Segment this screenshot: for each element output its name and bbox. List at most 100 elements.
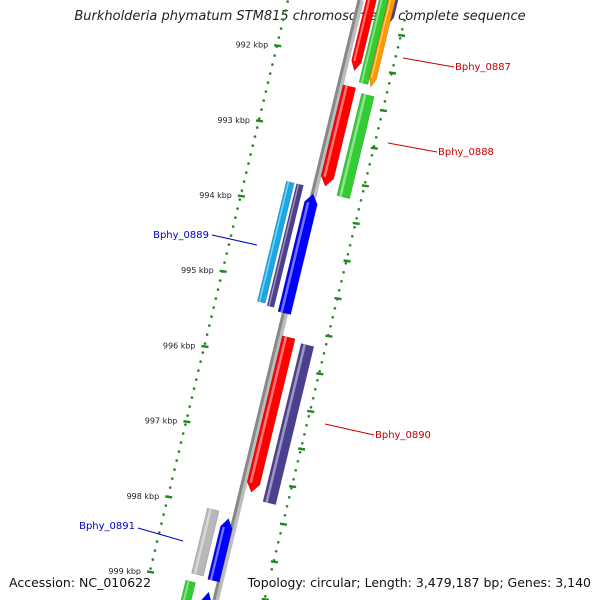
ruler-dot <box>294 469 298 472</box>
gene-label-bphy_0888[interactable]: Bphy_0888 <box>387 142 494 158</box>
gene-bar-navy[interactable] <box>266 183 304 308</box>
ruler-dot <box>370 154 374 157</box>
gene-label-text[interactable]: Bphy_0887 <box>455 62 511 73</box>
gene-bar-green[interactable] <box>180 579 196 600</box>
gene-label-bphy_0891[interactable]: Bphy_0891 <box>79 521 184 542</box>
gene-label-text[interactable]: Bphy_0889 <box>153 230 209 241</box>
ruler-dot <box>348 244 352 247</box>
gene-bar-orange[interactable] <box>369 0 396 89</box>
ruler-dot <box>331 316 335 319</box>
gene-bar-gray[interactable] <box>191 507 220 577</box>
ruler-minor-tick <box>370 146 378 150</box>
ruler-minor-tick <box>388 71 397 75</box>
ruler-tick-label: 992 kbp <box>236 41 269 50</box>
ruler-minor-tick <box>343 259 351 263</box>
gene-label-text[interactable]: Bphy_0890 <box>375 430 431 441</box>
ruler-dot <box>271 63 274 66</box>
ruler-dot <box>216 288 220 291</box>
ruler-dot <box>229 234 233 237</box>
gene-labels[interactable]: Bphy_0887 Bphy_0888 Bphy_0889 Bphy_0890 Bphy… <box>79 57 511 542</box>
gene-bar-red[interactable] <box>246 335 296 493</box>
ruler-dot <box>274 550 278 553</box>
leader-line <box>387 142 438 153</box>
ruler-dot <box>364 181 367 184</box>
ruler-dot <box>287 496 291 499</box>
gene-bar-blue[interactable] <box>207 518 233 583</box>
ruler-dot <box>273 54 276 57</box>
ruler-dot <box>366 172 369 175</box>
ruler-dot <box>153 549 157 552</box>
gene-bar-blue[interactable] <box>200 591 212 600</box>
ruler-dot <box>394 55 398 58</box>
leader-line <box>137 527 184 542</box>
ruler-dot <box>175 459 178 462</box>
ruler-dot <box>214 297 218 300</box>
gene-bar-red[interactable] <box>351 0 378 72</box>
ruler-dot <box>303 433 306 436</box>
ruler-dot <box>184 423 187 426</box>
ruler-ticks: 992 kbp 993 kbp 994 kbp 995 kbp 996 kbp 997 k… <box>108 33 406 600</box>
ruler-dot <box>292 478 295 481</box>
ruler-dot <box>158 531 161 534</box>
ruler-dot <box>160 522 163 525</box>
gene-bar-cyan[interactable] <box>257 180 295 304</box>
ruler-dot <box>337 289 341 292</box>
ruler-major-tick <box>146 570 155 574</box>
ruler-dot <box>240 189 244 192</box>
ruler-tick-label: 994 kbp <box>199 191 232 200</box>
ruler-dot <box>218 279 222 282</box>
ruler-dot <box>383 100 387 103</box>
ruler-tick-label: 997 kbp <box>145 417 178 426</box>
ruler-dot <box>186 414 189 417</box>
ruler-minor-tick <box>361 184 369 188</box>
ruler-dot <box>245 171 248 174</box>
gene-label-bphy_0887[interactable]: Bphy_0887 <box>402 57 511 73</box>
ruler-dot <box>342 271 345 274</box>
gene-label-text[interactable]: Bphy_0891 <box>79 521 135 532</box>
gene-bar-green[interactable] <box>336 93 375 199</box>
ruler-dot <box>329 325 332 328</box>
ruler-dot <box>277 541 280 544</box>
ruler-dot <box>279 27 283 30</box>
ruler-dot <box>190 396 194 399</box>
ruler-minor-tick <box>288 484 297 489</box>
ruler-tick-label: 999 kbp <box>108 567 141 576</box>
ruler-dot <box>249 153 252 156</box>
gene-bar-red[interactable] <box>320 84 357 187</box>
ruler-dot <box>225 252 228 255</box>
ruler-dot <box>264 595 267 598</box>
ruler-dot <box>355 217 358 220</box>
gene-label-bphy_0889[interactable]: Bphy_0889 <box>153 230 258 246</box>
gene-bar-navy[interactable] <box>262 343 315 505</box>
ruler-dot <box>192 387 196 390</box>
gene-label-bphy_0890[interactable]: Bphy_0890 <box>324 423 431 441</box>
ruler-dot <box>251 144 255 147</box>
ruler-dot <box>270 568 274 571</box>
ruler-major-tick <box>201 344 209 349</box>
ruler-dot <box>309 406 313 409</box>
leader-line <box>402 57 455 68</box>
ruler-dot <box>285 505 289 508</box>
ruler-dot <box>377 127 380 130</box>
ruler-major-tick <box>255 119 264 123</box>
ruler-dot <box>296 460 300 463</box>
ruler-dots <box>147 0 409 598</box>
gene-label-text[interactable]: Bphy_0888 <box>438 147 494 158</box>
ruler-dot <box>314 388 317 391</box>
gene-features[interactable] <box>180 0 399 600</box>
ruler-dot <box>368 163 372 166</box>
ruler-dot <box>279 532 282 535</box>
ruler-dot <box>262 99 266 102</box>
gene-bar-green[interactable] <box>358 0 389 85</box>
leader-line <box>211 234 258 246</box>
ruler-dot <box>286 0 289 3</box>
ruler-dot <box>282 18 285 21</box>
ruler-dot <box>351 235 354 238</box>
ruler-dot <box>203 342 207 345</box>
gene-bar-blue[interactable] <box>277 193 318 315</box>
ruler-dot <box>301 442 304 445</box>
ruler-dot <box>201 351 205 354</box>
ruler-major-tick <box>274 44 282 48</box>
ruler-dot <box>164 504 168 507</box>
